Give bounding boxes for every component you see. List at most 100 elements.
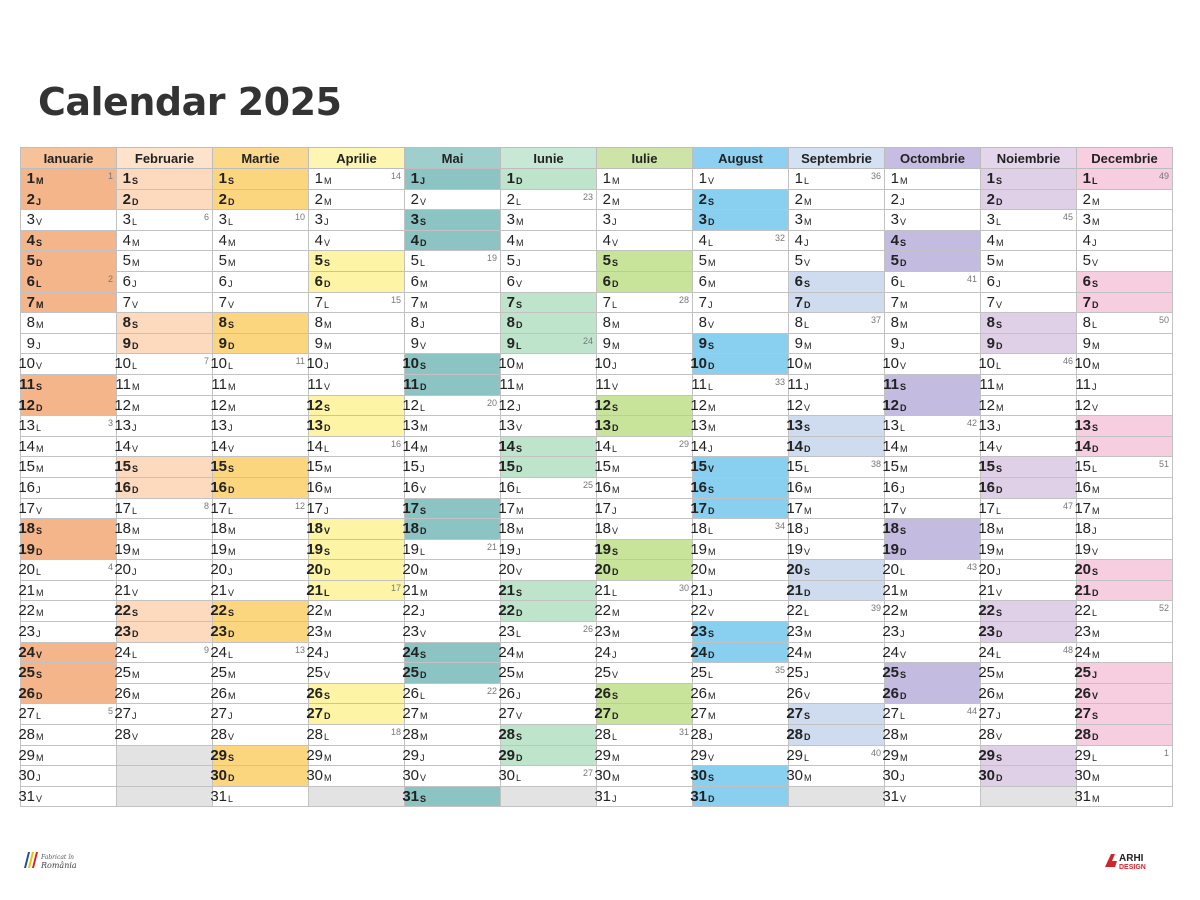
day-row: 6 L 2 6 J 6 J 6 D 6 M 6 V 6 D 6 M 6 S 6 L 41 6 J 6 S	[20, 270, 1173, 293]
weekday-letter: L	[516, 484, 522, 495]
day-number: 15	[210, 458, 227, 476]
day-cell: 13 D	[306, 415, 405, 437]
day-cell: 28 M	[18, 724, 117, 746]
week-number: 49	[1158, 171, 1169, 181]
day-number: 27	[114, 705, 131, 723]
day-cell: 18 M	[978, 518, 1077, 540]
day-number: 3	[410, 211, 419, 229]
day-cell: 15 M	[306, 456, 405, 478]
month-header-iulie: Iulie	[596, 147, 693, 169]
day-number: 13	[1074, 417, 1091, 435]
weekday-letter: D	[708, 649, 715, 660]
weekday-letter: J	[228, 278, 233, 289]
day-cell: 28 D	[786, 724, 885, 746]
weekday-letter: M	[612, 176, 620, 186]
day-number: 29	[978, 746, 995, 764]
day-cell: 18 D	[402, 518, 501, 540]
week-number: 47	[1062, 500, 1073, 511]
weekday-letter: S	[420, 505, 427, 516]
day-cell: 10 L 46	[978, 353, 1077, 375]
weekday-letter: M	[708, 402, 716, 413]
day-number: 22	[1074, 602, 1091, 620]
day-number: 24	[1074, 643, 1091, 661]
day-number: 31	[1074, 787, 1091, 805]
weekday-letter: J	[804, 526, 809, 537]
day-number: 9	[314, 334, 323, 352]
day-number: 23	[594, 623, 611, 641]
day-number: 14	[594, 437, 611, 455]
day-cell: 26 S	[306, 682, 405, 705]
weekday-letter: S	[708, 196, 715, 207]
weekday-letter: D	[708, 361, 715, 372]
day-cell: 15 V	[690, 456, 789, 478]
weekday-letter: D	[516, 176, 523, 186]
weekday-letter: L	[900, 278, 906, 289]
day-number: 16	[498, 478, 515, 496]
weekday-letter: S	[708, 484, 715, 495]
day-number: 15	[114, 458, 131, 476]
weekday-letter: M	[228, 526, 236, 537]
weekday-letter: J	[996, 278, 1001, 289]
weekday-letter: V	[996, 732, 1003, 743]
weekday-letter: M	[708, 546, 716, 557]
day-number: 22	[786, 602, 803, 620]
day-number: 26	[786, 684, 803, 702]
weekday-letter: J	[132, 567, 137, 578]
weekday-letter: S	[900, 237, 907, 248]
day-number: 28	[402, 726, 419, 744]
day-number: 9	[122, 334, 131, 352]
day-row: 12 D 12 M 12 M 12 S 12 L 20 12 J 12 S 12 M 12 V 12 D 12 M 12 V	[18, 394, 1173, 417]
day-number: 15	[1074, 458, 1091, 476]
month-header-august: August	[692, 147, 789, 169]
day-cell: 29 M	[594, 744, 693, 767]
day-cell: 10 S	[402, 353, 501, 375]
weekday-letter: M	[804, 340, 812, 351]
day-number: 7	[890, 293, 899, 311]
weekday-letter: D	[228, 629, 235, 640]
weekday-letter: S	[516, 299, 523, 310]
day-cell: 17 V	[882, 497, 981, 520]
day-cell: 31 J	[594, 785, 693, 808]
day-number: 21	[978, 581, 995, 599]
day-cell: 11 M	[499, 373, 597, 396]
day-number: 29	[882, 746, 899, 764]
made-in-romania-logo: Fabricat în România	[24, 852, 77, 870]
weekday-letter: L	[324, 732, 330, 743]
weekday-letter: D	[900, 258, 907, 269]
day-cell: 17 L 47	[978, 497, 1077, 520]
weekday-letter: D	[708, 505, 715, 516]
day-number: 12	[690, 396, 707, 414]
weekday-letter: V	[36, 505, 43, 516]
weekday-letter: M	[804, 773, 812, 784]
week-number: 38	[870, 459, 881, 470]
day-number: 15	[498, 458, 515, 476]
weekday-letter: L	[324, 587, 330, 598]
weekday-letter: J	[708, 587, 713, 598]
weekday-letter: V	[708, 320, 715, 331]
weekday-letter: D	[996, 484, 1003, 495]
day-number: 7	[794, 293, 803, 311]
day-number: 17	[1074, 499, 1091, 517]
day-cell: 15 M	[18, 456, 117, 478]
day-number: 3	[1082, 211, 1091, 229]
day-cell: 18 J	[1074, 518, 1173, 540]
day-number: 2	[122, 190, 131, 208]
day-cell: 14 V	[114, 435, 213, 458]
day-cell: 23 M	[1074, 621, 1173, 643]
day-cell: 26 J	[498, 682, 597, 705]
day-number: 30	[1074, 767, 1091, 785]
day-cell: 21 S	[498, 579, 597, 602]
day-cell: 20 L 4	[18, 559, 117, 581]
day-row: 21 M 21 V 21 V 21 L 17 21 M 21 S 21 L 30 21 J 21 D 21 M 21 V 21 D	[18, 579, 1173, 602]
weekday-letter: S	[324, 402, 331, 413]
day-cell: 15 L 51	[1074, 456, 1173, 478]
day-cell: 15 S	[978, 456, 1077, 478]
